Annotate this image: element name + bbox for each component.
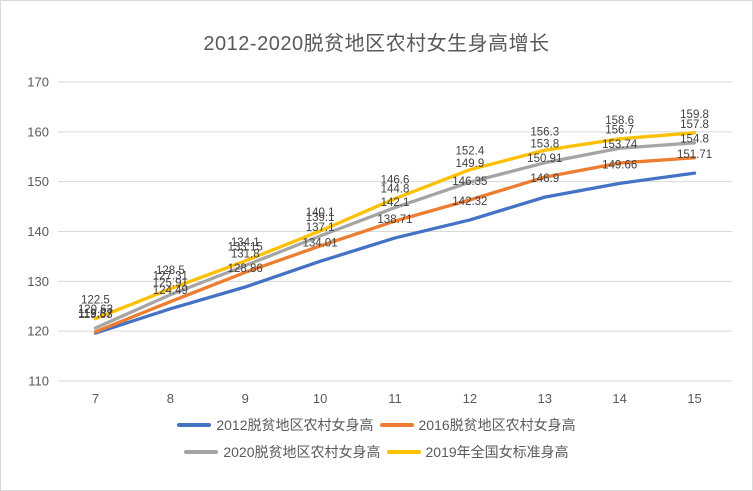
x-axis-tick-label: 12 (463, 391, 477, 406)
legend-label: 2016脱贫地区农村女身高 (418, 417, 576, 433)
data-label: 134.1 (231, 237, 260, 249)
legend-label: 2019年全国女标准身高 (425, 444, 569, 460)
data-label: 158.6 (605, 115, 634, 127)
data-label: 146.35 (452, 176, 487, 188)
x-axis-tick-label: 7 (92, 391, 99, 406)
x-axis-tick-label: 8 (167, 391, 174, 406)
data-label: 140.1 (306, 207, 335, 219)
legend-line-swatch-2016 (379, 423, 414, 427)
x-axis-tick-label: 14 (612, 391, 626, 406)
x-axis-tick-label: 9 (242, 391, 249, 406)
y-axis-tick-label: 130 (27, 274, 49, 289)
data-label: 142.32 (452, 196, 487, 208)
data-label: 154.8 (680, 134, 709, 146)
legend-line-swatch-2012 (177, 423, 212, 427)
y-axis-tick-label: 150 (27, 174, 49, 189)
legend-item-2012: 2012脱贫地区农村女身高 (177, 415, 374, 435)
legend-row: 2012脱贫地区农村女身高 2016脱贫地区农村女身高 (177, 415, 576, 435)
legend-item-2020: 2020脱贫地区农村女身高 (184, 442, 381, 462)
data-label: 153.74 (602, 139, 638, 151)
data-label: 119.87 (78, 308, 112, 320)
data-label: 151.71 (677, 149, 712, 161)
data-label: 149.9 (455, 158, 484, 170)
data-label: 157.8 (680, 119, 709, 131)
y-axis-tick-label: 140 (27, 224, 49, 239)
data-label: 138.71 (377, 214, 412, 226)
series-line-4 (93, 131, 697, 321)
series-line-2 (93, 156, 697, 334)
legend-label: 2020脱贫地区农村女身高 (223, 444, 381, 460)
data-label: 139.1 (306, 212, 335, 224)
x-axis-tick-label: 13 (538, 391, 552, 406)
legend-line-swatch-2020 (184, 450, 219, 454)
data-label: 144.8 (381, 184, 410, 196)
data-label: 142.1 (381, 197, 410, 209)
data-label: 149.66 (602, 159, 637, 171)
x-axis-tick-label: 10 (313, 391, 327, 406)
data-label: 146.9 (530, 173, 559, 185)
data-label: 119.63 (78, 309, 112, 321)
chart-legend: 2012脱贫地区农村女身高 2016脱贫地区农村女身高 2020脱贫地区农村女身… (1, 415, 752, 462)
data-label: 159.8 (680, 109, 709, 121)
data-label: 137.1 (306, 222, 335, 234)
y-axis-tick-label: 160 (27, 124, 49, 139)
data-label: 156.3 (530, 126, 559, 138)
data-label: 120.63 (78, 304, 113, 316)
y-axis-tick-label: 170 (27, 75, 49, 90)
y-axis-tick-label: 110 (28, 374, 49, 389)
data-label: 128.86 (228, 263, 263, 275)
data-label: 153.8 (530, 139, 559, 151)
chart-title: 2012-2020脱贫地区农村女生身高增长 (203, 33, 550, 55)
data-label: 150.91 (527, 153, 562, 165)
x-axis-tick-label: 11 (388, 391, 402, 406)
data-label: 122.5 (81, 295, 110, 307)
data-label: 156.7 (605, 124, 634, 136)
legend-line-swatch-2019 (386, 450, 421, 454)
data-label: 134.01 (303, 237, 338, 249)
data-label: 124.49 (153, 285, 188, 297)
y-axis-tick-label: 120 (27, 324, 49, 339)
series-line-3 (93, 141, 697, 330)
data-label: 133.15 (228, 242, 263, 254)
data-label: 127.31 (153, 271, 188, 283)
legend-item-2016: 2016脱贫地区农村女身高 (379, 415, 576, 435)
data-label: 131.8 (231, 248, 260, 260)
legend-label: 2012脱贫地区农村女身高 (216, 417, 374, 433)
series-line-1 (93, 171, 697, 335)
x-axis-tick-label: 15 (687, 391, 701, 406)
legend-item-2019: 2019年全国女标准身高 (386, 442, 569, 462)
data-label: 146.6 (381, 175, 410, 187)
data-label: 125.91 (153, 278, 188, 290)
data-label: 152.4 (455, 146, 484, 158)
data-label: 128.5 (156, 265, 185, 277)
legend-row: 2020脱贫地区农村女身高 2019年全国女标准身高 (184, 442, 569, 462)
